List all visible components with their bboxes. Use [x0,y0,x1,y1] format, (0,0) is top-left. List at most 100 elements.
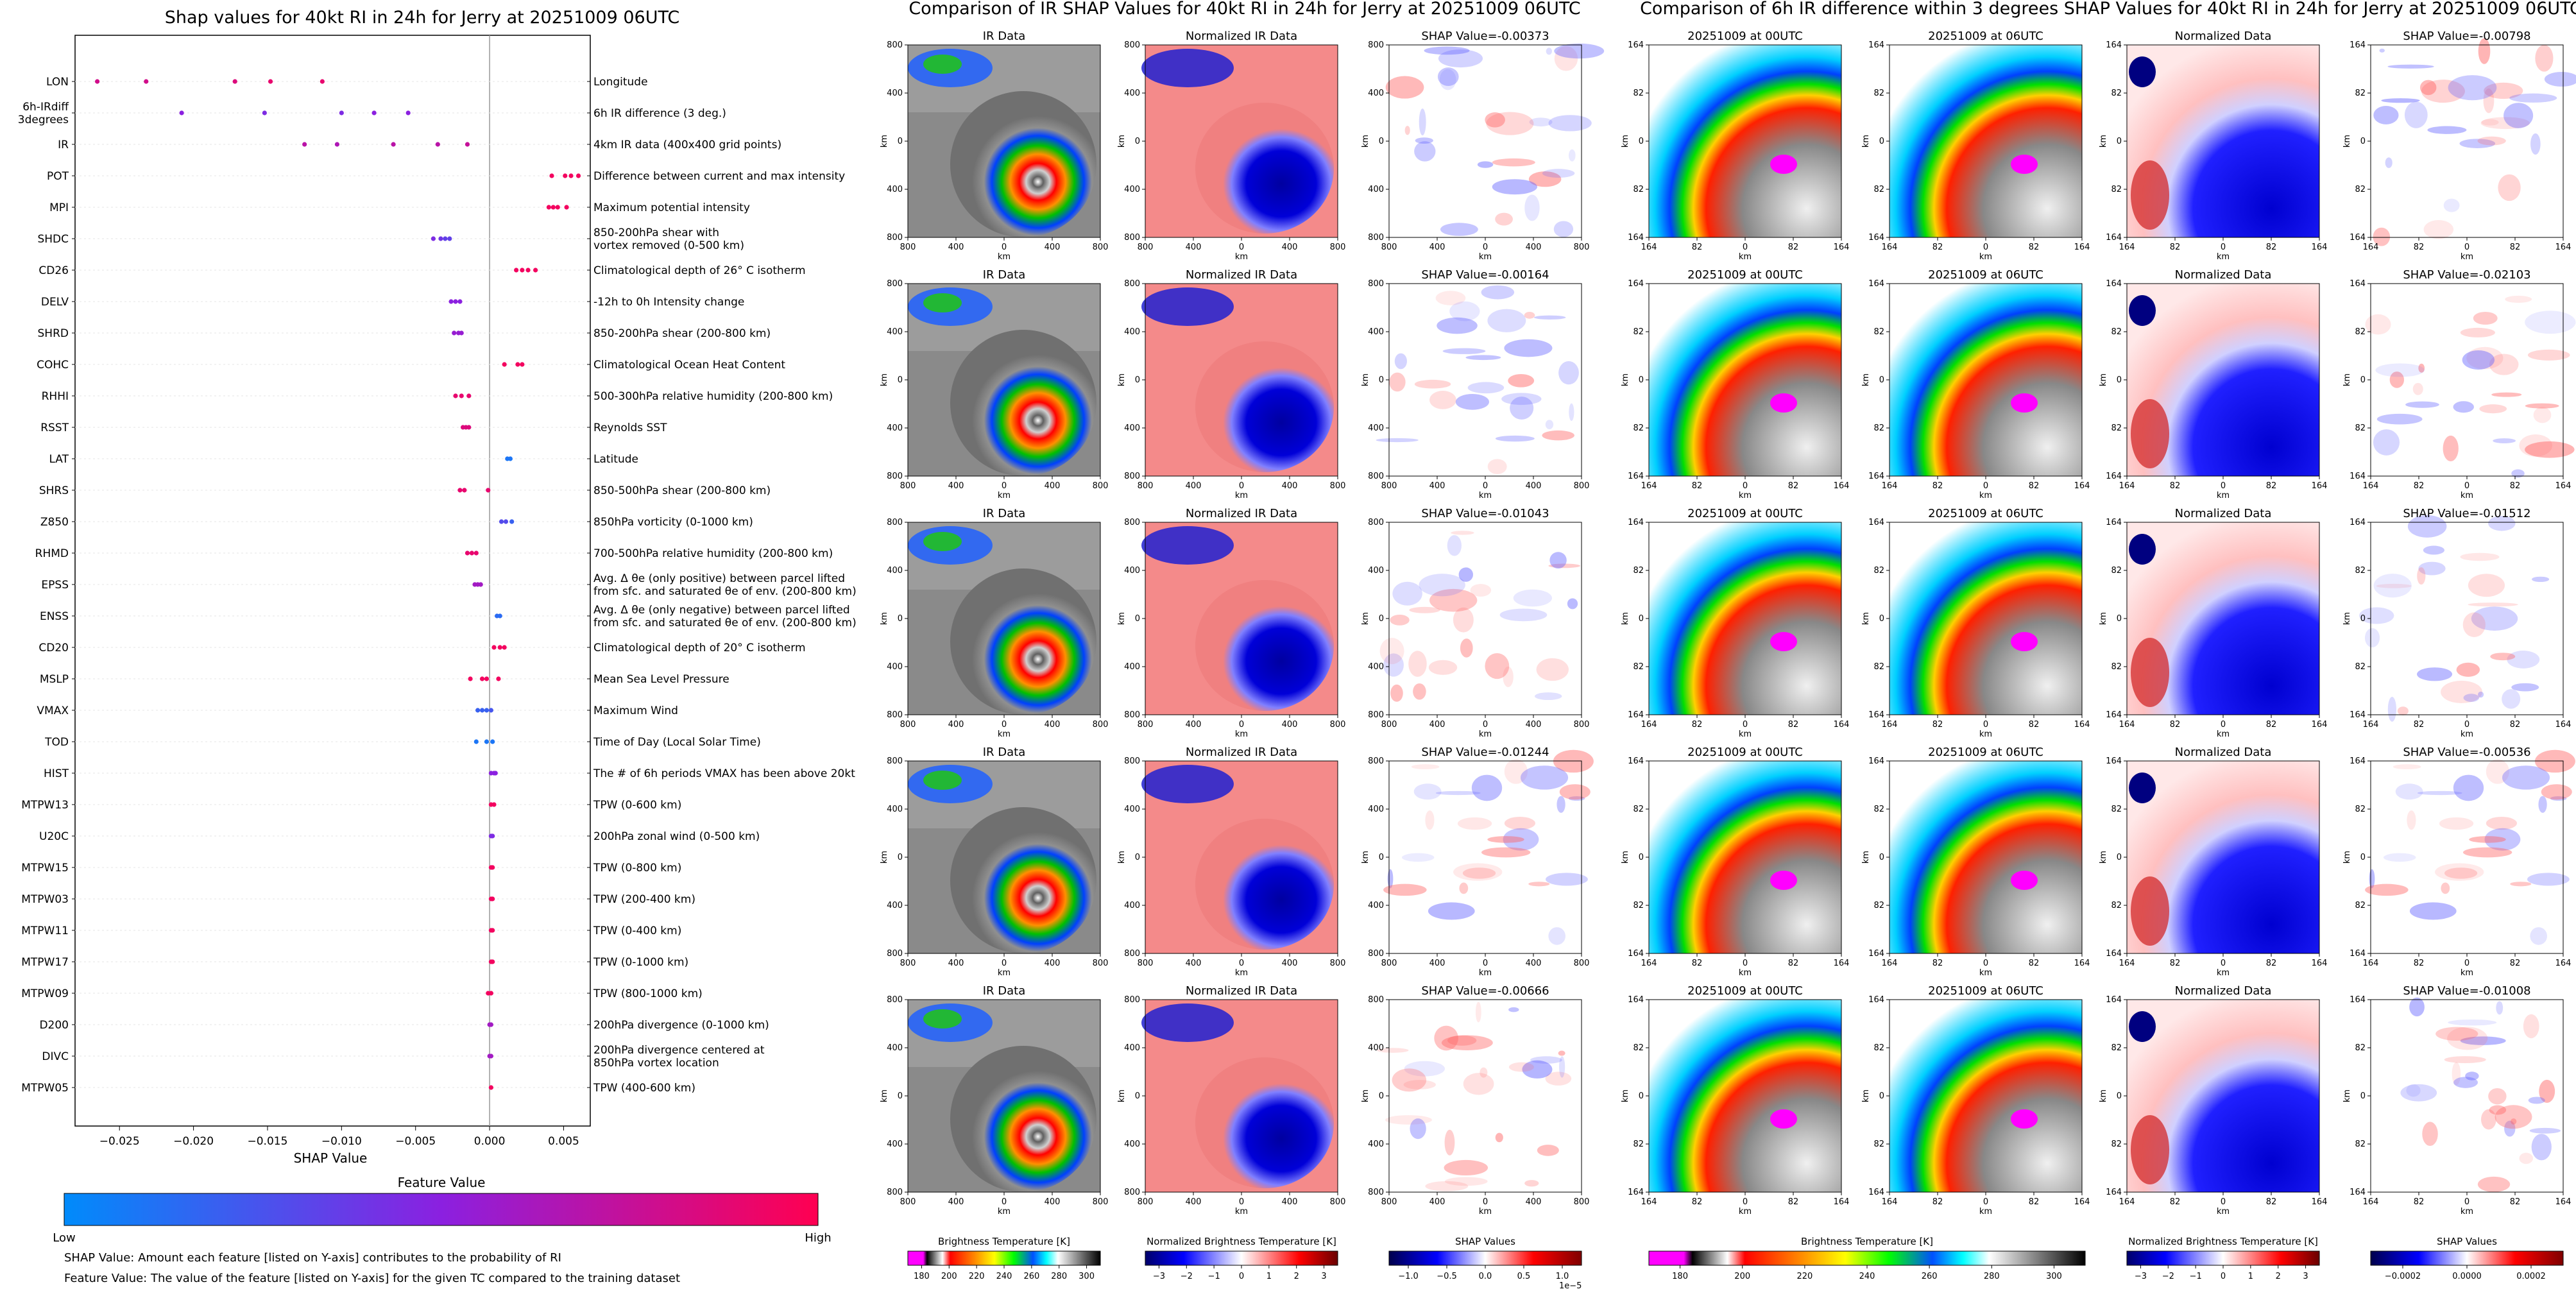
feature-description-label: Maximum potential intensity [593,201,750,214]
y-tick-label: 164 [2106,472,2122,481]
shap-blob [1510,397,1534,420]
shap-blob [2491,392,2522,397]
x-tick-label: 164 [2074,481,2090,491]
x-axis-unit: km [2217,1207,2230,1216]
feature-row: RHHI 500-300hPa relative humidity (200-80… [42,390,833,403]
shap-blob [1455,393,1489,410]
panel-title: IR Data [983,268,1026,282]
shap-blob [1492,179,1537,195]
shap-blob [2525,311,2576,334]
panel-title: 20251009 at 06UTC [1928,984,2043,998]
shap-blob [2477,1176,2511,1192]
feature-row: RHMD 700-500hPa relative humidity (200-80… [35,547,833,560]
shap-blob [1548,115,1592,132]
irdiff-panel: 20251009 at 06UTC1641648282008282164164k… [1861,268,2090,500]
y-tick-label: 800 [1124,949,1140,959]
plot-frame [74,35,591,1127]
x-tick-label: 0 [2221,481,2226,491]
x-tick-label: 82 [2510,959,2521,968]
shap-blob [2484,828,2521,851]
feature-row: D200 200hPa divergence (0-1000 km) [39,1019,769,1032]
y-tick-label: 82 [1633,1043,1644,1053]
x-tick-label: 164 [2312,243,2328,252]
y-tick-label: 400 [887,327,903,337]
x-tick-label: 164 [2312,481,2328,491]
y-tick-label: 400 [887,185,903,194]
shap-blob [2373,106,2399,124]
x-axis-unit: km [2461,1207,2473,1216]
shap-point [563,173,568,178]
shap-blob [2493,438,2516,443]
ir-comparison-row: IR Data80080040040000400400800800kmkmNor… [880,746,1594,978]
shap-point [520,268,525,273]
shap-blob [2527,873,2570,886]
x-tick-label: 400 [1186,243,1202,252]
ir-comparison-row: IR Data80080040040000400400800800kmkmNor… [880,507,1589,739]
x-tick-label: 164 [1882,1197,1898,1207]
shap-blob [1467,382,1505,394]
shap-point [508,456,513,461]
feature-description-label: Climatological depth of 26° C isotherm [593,264,806,277]
x-tick-label: 164 [2555,720,2572,730]
shap-point [493,771,498,776]
shap-blob [2468,602,2518,607]
shap-point [515,362,520,367]
zoom-ir-image [1649,522,1841,715]
x-tick-label: 400 [1526,959,1542,968]
shap-point [475,708,481,713]
x-tick-label: 82 [1788,959,1799,968]
colorbar-tick-label: 280 [1051,1272,1067,1281]
shap-blob [2463,694,2479,702]
y-tick-label: 164 [2106,710,2122,720]
zoom-n-cold-spot [2129,295,2156,326]
x-tick-label: 400 [948,481,964,491]
y-tick-label: 800 [1124,995,1140,1005]
shap-image-background [2371,761,2563,953]
y-tick-label: 164 [2350,233,2366,243]
feature-row: MTPW17 TPW (0-1000 km) [21,956,688,969]
y-tick-label: 82 [1873,805,1884,814]
y-axis-unit: km [2099,612,2108,625]
shap-blob [1501,393,1542,405]
shap-point [576,173,581,178]
shap-point [232,79,237,84]
y-tick-label: 800 [1124,756,1140,766]
x-axis-unit: km [2461,491,2473,500]
shap-blob [2503,103,2534,128]
shap-blob [2460,327,2495,337]
y-tick-label: 0 [898,375,903,385]
colorbar-tick-label: 240 [996,1272,1012,1281]
y-tick-label: 400 [887,901,903,910]
shap-blob [2412,382,2423,395]
y-tick-label: 164 [2350,949,2366,959]
panel-title: IR Data [983,30,1026,43]
y-tick-label: 800 [1368,472,1384,481]
shap-blob [1442,348,1486,354]
shap-blob [1414,379,1451,389]
y-tick-label: 0 [2117,853,2122,862]
shap-blob [2435,863,2484,881]
x-tick-label: 800 [1381,1197,1397,1207]
x-tick-label: 82 [2266,959,2277,968]
y-tick-label: 82 [1873,185,1884,194]
shap-blob [2407,810,2416,830]
feature-description-label: 700-500hPa relative humidity (200-800 km… [593,547,833,560]
y-tick-label: 0 [1639,853,1644,862]
shap-point [457,299,463,304]
y-axis-unit: km [1361,135,1370,148]
panel-title: 20251009 at 00UTC [1687,507,1803,520]
shap-point [490,928,495,933]
zoom-n-warm-band [2131,638,2169,707]
shap-blob [2443,435,2459,461]
x-axis-unit: km [1739,491,1752,500]
x-axis-unit: km [1235,252,1248,262]
shap-blob [1425,1181,1469,1191]
shap-blob [1413,683,1426,700]
x-tick-label: 82 [2029,959,2040,968]
x-tick-label: 82 [2510,481,2521,491]
x-tick-label: 400 [948,959,964,968]
zoom-ir-image [1889,45,2082,237]
shap-blob [2473,311,2498,325]
shap-blob [2525,441,2575,458]
